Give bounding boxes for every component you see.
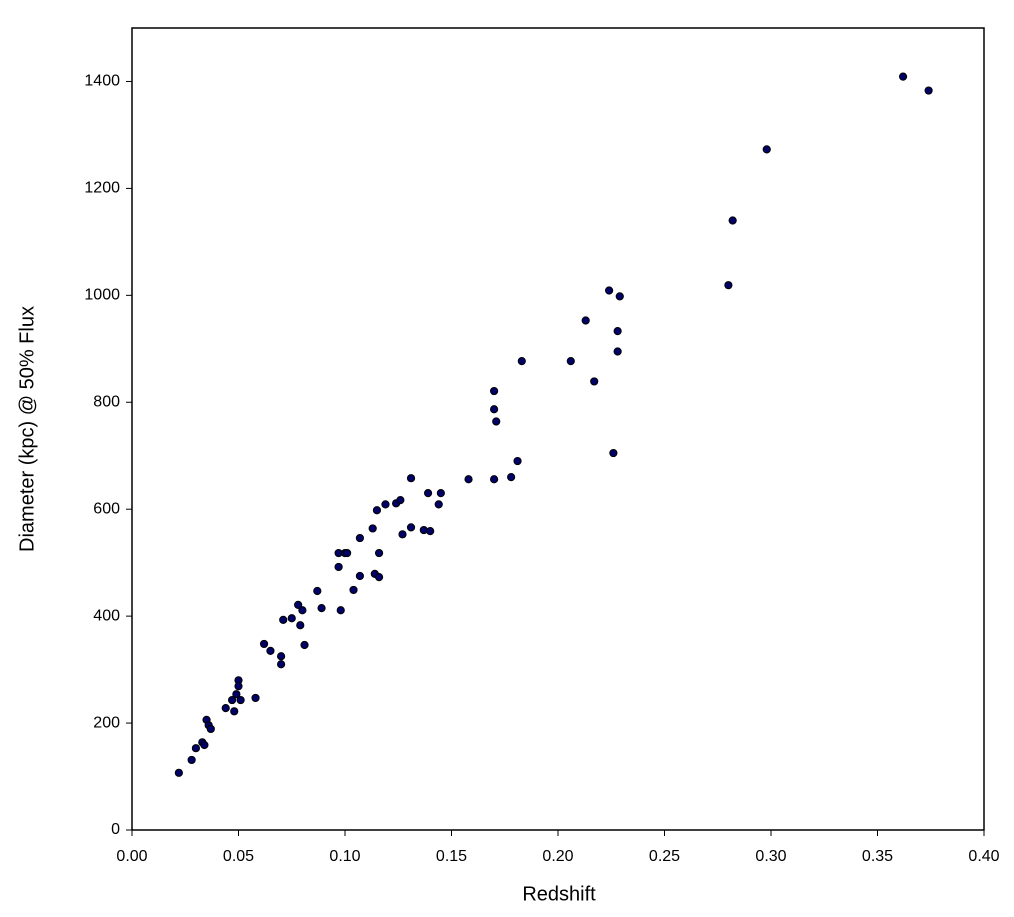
point — [924, 86, 933, 95]
y-tick-label: 1000 — [84, 287, 120, 304]
y-tick-label: 200 — [93, 714, 120, 731]
point — [368, 524, 377, 533]
x-tick-label: 0.40 — [968, 848, 999, 865]
y-tick-label: 0 — [111, 821, 120, 838]
point — [336, 606, 345, 615]
x-tick-label: 0.20 — [542, 848, 573, 865]
x-tick-label: 0.15 — [436, 848, 467, 865]
point — [259, 639, 269, 649]
x-tick-label: 0.35 — [862, 848, 893, 865]
point — [200, 740, 209, 750]
point — [355, 533, 365, 543]
point — [300, 640, 309, 650]
point — [317, 604, 326, 613]
point — [251, 693, 260, 703]
point — [396, 496, 405, 505]
x-tick-label: 0.00 — [116, 848, 147, 865]
point — [398, 530, 407, 539]
point — [234, 682, 243, 691]
point — [490, 475, 499, 484]
point — [230, 707, 239, 716]
point — [381, 500, 390, 509]
point — [762, 145, 771, 154]
point — [266, 646, 275, 655]
point — [279, 615, 288, 624]
y-tick-label: 600 — [93, 500, 120, 517]
point — [228, 695, 237, 705]
point — [298, 606, 307, 615]
point — [464, 475, 473, 484]
point — [615, 292, 624, 301]
point — [490, 386, 499, 396]
point — [581, 316, 590, 325]
point — [174, 768, 183, 777]
point — [294, 600, 303, 610]
point — [374, 573, 384, 582]
y-tick-label: 400 — [93, 607, 120, 624]
y-tick-label: 1200 — [84, 180, 120, 197]
point — [507, 473, 516, 482]
point — [436, 489, 445, 498]
point — [513, 456, 522, 466]
plot-frame — [131, 27, 985, 831]
point — [191, 744, 200, 753]
point — [277, 660, 286, 669]
x-tick-label: 0.10 — [329, 848, 360, 865]
x-tick-label: 0.30 — [755, 848, 786, 865]
point — [349, 585, 358, 595]
y-tick-label: 800 — [93, 393, 120, 410]
point — [898, 72, 908, 81]
point — [517, 356, 526, 366]
point — [334, 562, 343, 572]
point — [434, 500, 443, 509]
point — [187, 755, 196, 765]
point — [566, 356, 575, 366]
point — [724, 281, 733, 290]
point — [613, 347, 622, 356]
point — [287, 614, 296, 623]
point — [590, 377, 599, 386]
point — [613, 327, 622, 336]
point — [355, 571, 365, 581]
point — [490, 405, 499, 414]
point — [406, 474, 416, 483]
point — [492, 417, 501, 426]
point — [277, 652, 286, 661]
point — [423, 489, 433, 498]
y-axis-title: Diameter (kpc) @ 50% Flux — [16, 306, 38, 552]
x-tick-label: 0.05 — [223, 848, 254, 865]
point — [343, 548, 352, 558]
point — [609, 448, 618, 458]
point — [728, 216, 737, 225]
point — [236, 695, 245, 705]
point — [221, 703, 230, 713]
point — [372, 506, 382, 515]
x-tick-label: 0.25 — [649, 848, 680, 865]
point — [313, 586, 322, 596]
x-axis-title: Redshift — [522, 883, 596, 905]
point — [232, 690, 241, 699]
y-tick-label: 1400 — [84, 73, 120, 90]
point — [426, 527, 435, 536]
point — [374, 548, 384, 558]
point — [605, 286, 614, 295]
point — [406, 523, 416, 532]
point — [206, 724, 215, 734]
point — [296, 621, 305, 630]
